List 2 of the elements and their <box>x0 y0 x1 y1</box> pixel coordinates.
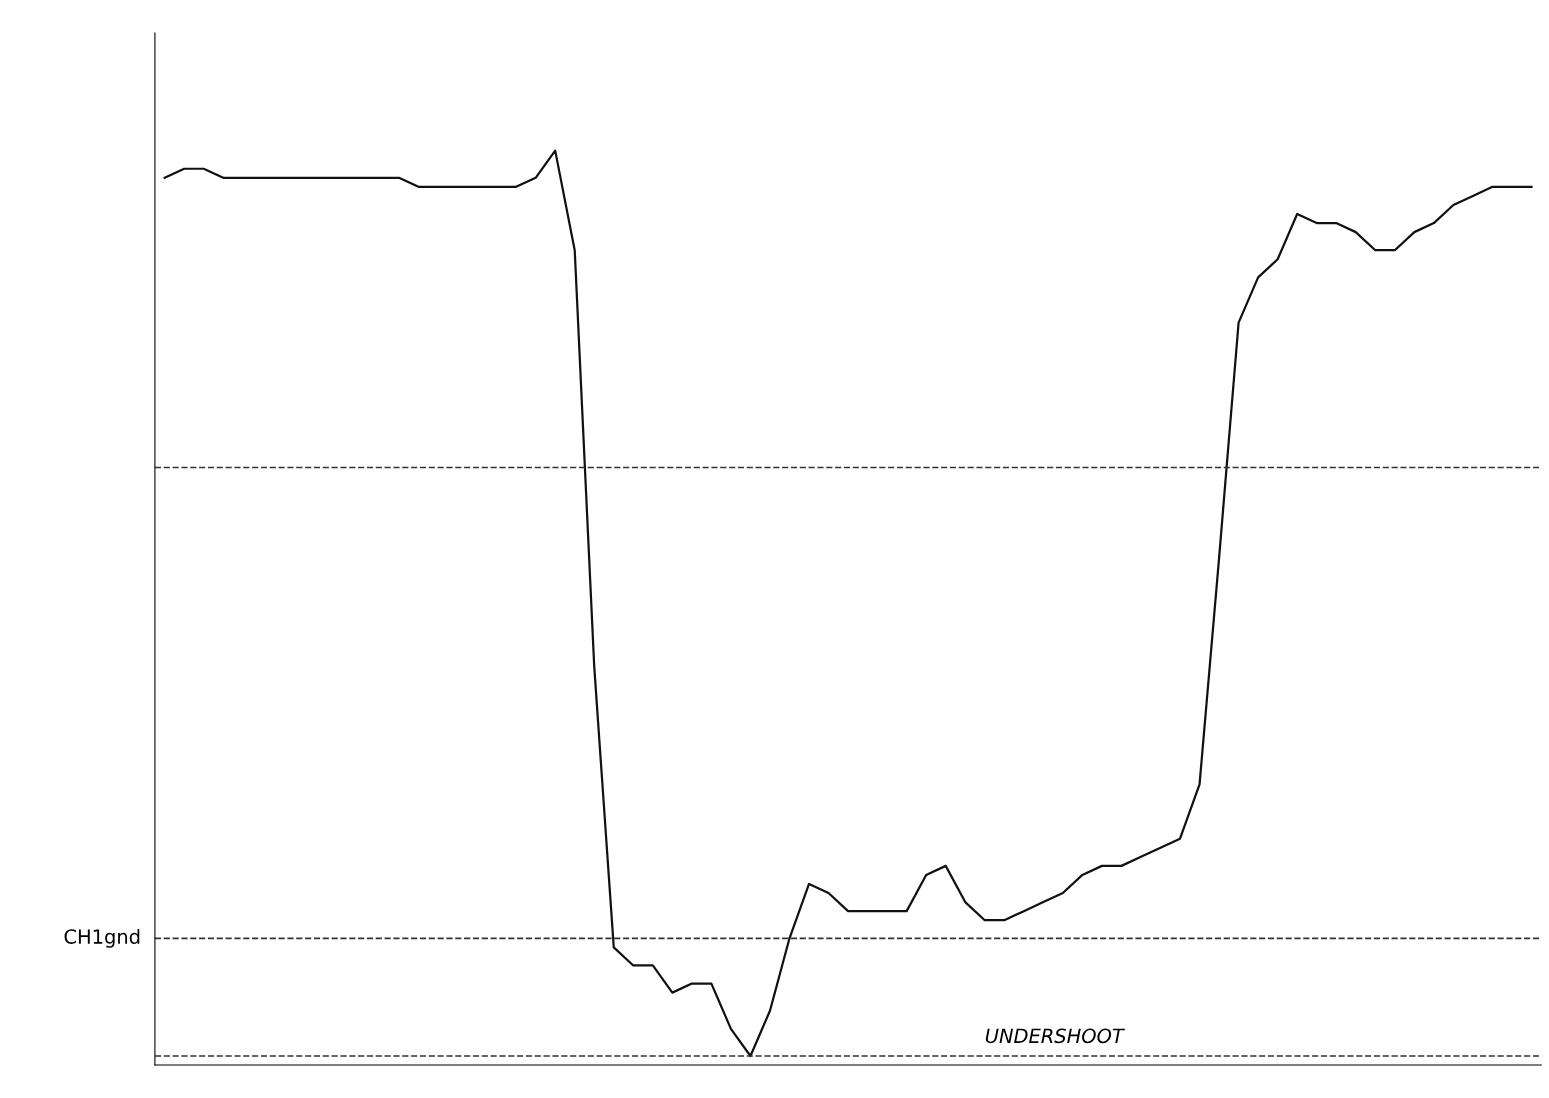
ref-line-label: CH1gnd <box>64 928 140 948</box>
ref-line-label: UNDERSHOOT <box>985 1028 1126 1044</box>
